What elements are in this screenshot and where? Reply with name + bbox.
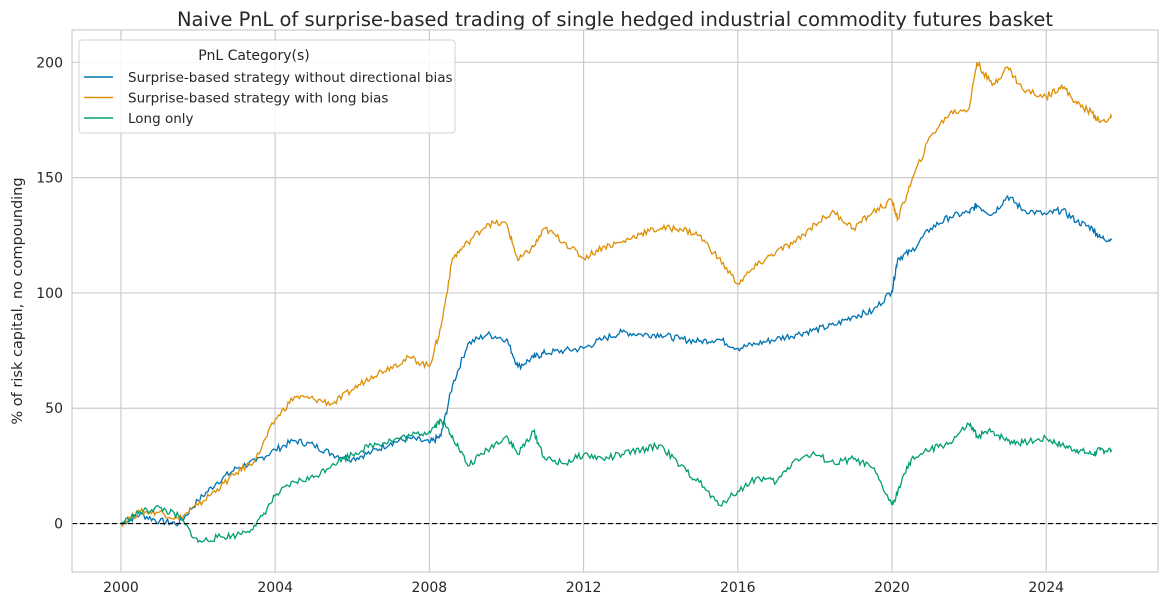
x-tick-label: 2008 [412, 580, 448, 596]
legend-title: PnL Category(s) [198, 48, 310, 64]
y-tick-label: 0 [54, 517, 63, 533]
y-axis-label: % of risk capital, no compounding [10, 177, 26, 424]
y-tick-label: 50 [45, 401, 63, 417]
x-tick-label: 2016 [720, 580, 756, 596]
legend-box [78, 39, 456, 134]
series-line [120, 417, 1113, 544]
legend-label: Long only [128, 111, 194, 127]
chart-title: Naive PnL of surprise-based trading of s… [177, 8, 1053, 31]
plot-frame [71, 29, 1159, 573]
series-lines [72, 60, 1158, 544]
x-tick-label: 2000 [103, 580, 139, 596]
legend-label: Surprise-based strategy with long bias [128, 91, 388, 107]
y-tick-label: 150 [36, 171, 63, 187]
x-tick-label: 2012 [566, 580, 602, 596]
series-line [120, 194, 1113, 527]
x-tick-label: 2020 [874, 580, 910, 596]
tick-labels: 2000 2004 2008 2012 2016 2020 2024 0 50 100 150 200 [36, 55, 1064, 596]
x-tick-label: 2004 [257, 580, 293, 596]
x-tick-label: 2024 [1028, 580, 1064, 596]
legend: PnL Category(s) Surprise-based strategy … [78, 39, 456, 134]
legend-label: Surprise-based strategy without directio… [128, 70, 453, 86]
series-line [120, 60, 1113, 528]
y-tick-label: 100 [36, 286, 63, 302]
y-tick-label: 200 [36, 55, 63, 71]
